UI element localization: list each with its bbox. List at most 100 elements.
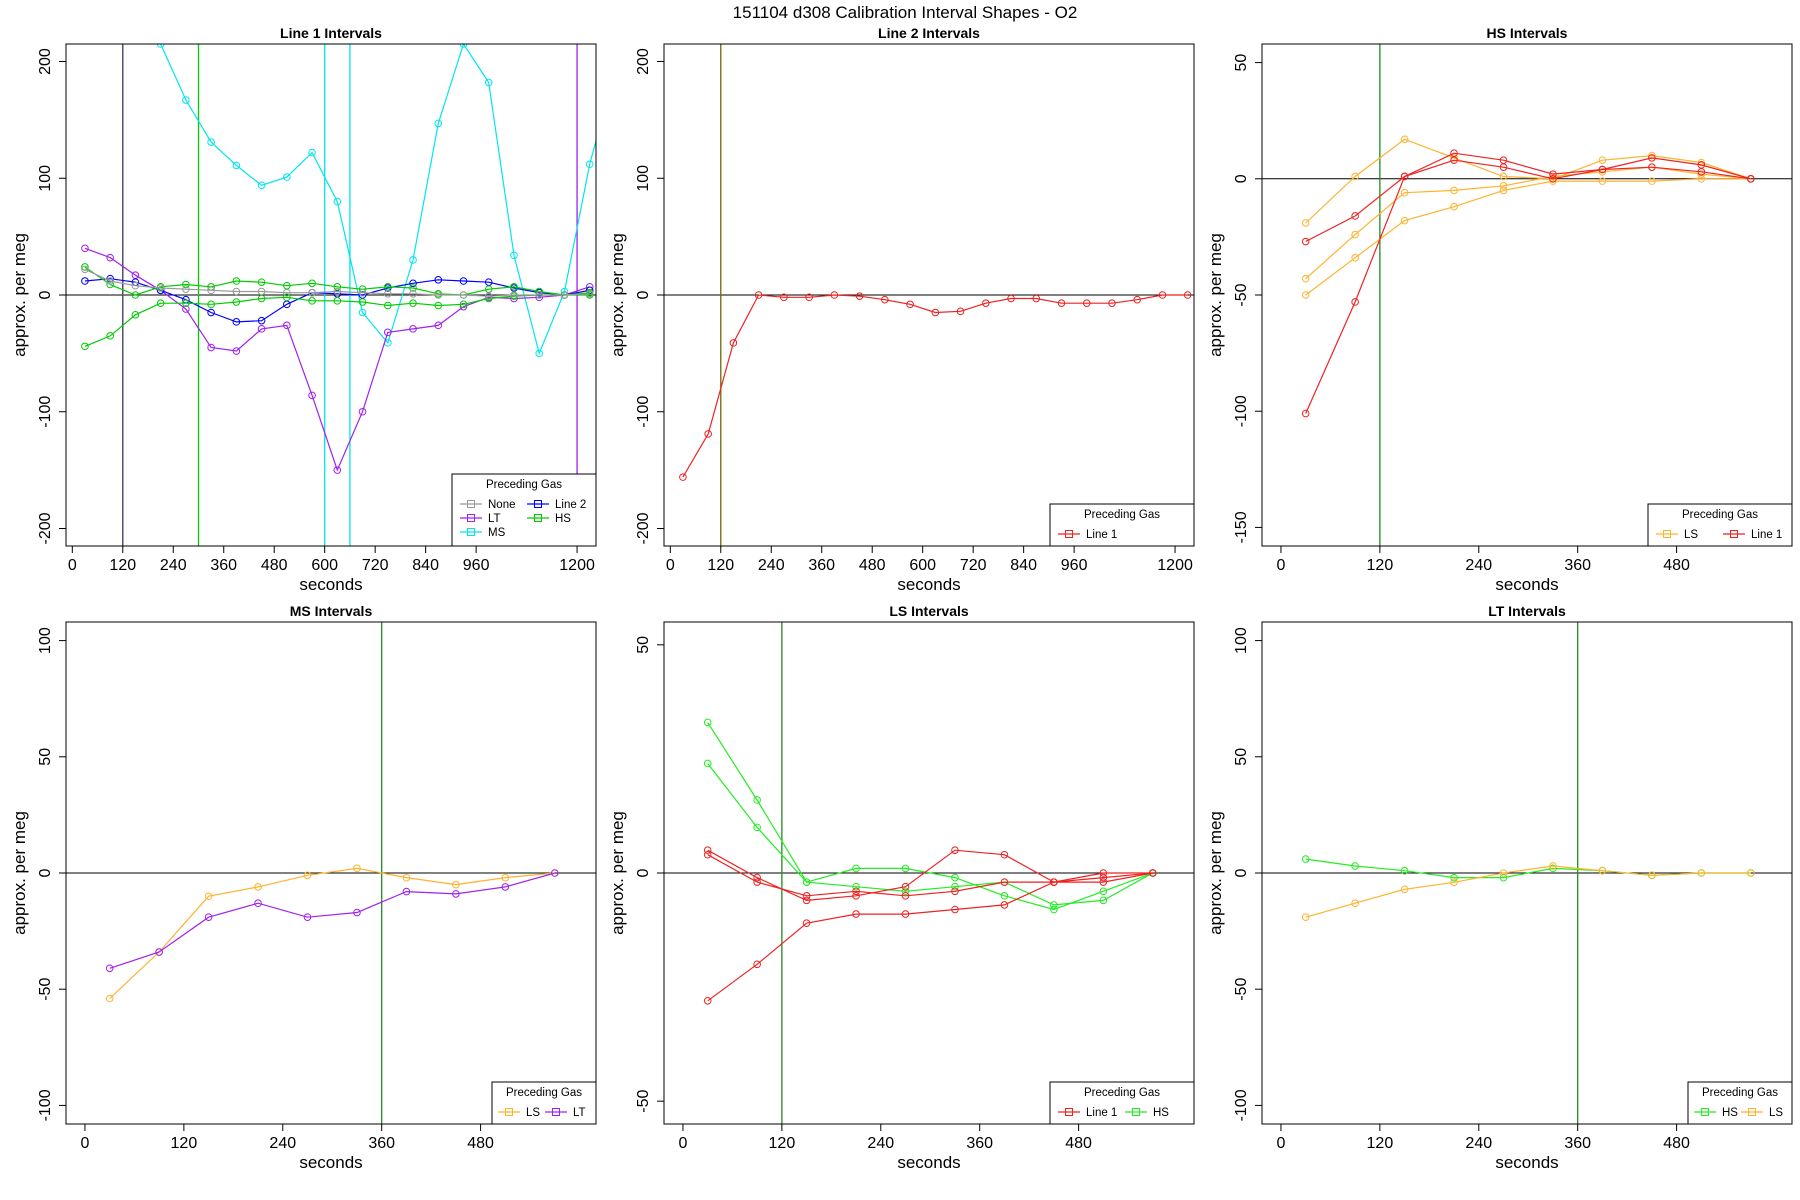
data-point — [409, 299, 417, 307]
data-point — [1648, 163, 1656, 171]
x-axis-label: seconds — [897, 1153, 960, 1172]
x-tick-label: 120 — [707, 557, 734, 574]
x-tick-label: 360 — [210, 557, 237, 574]
x-tick-label: 0 — [1277, 1135, 1286, 1152]
data-point — [1598, 165, 1607, 174]
data-point — [703, 996, 712, 1005]
series-line — [682, 294, 1188, 478]
legend-label: Line 2 — [555, 499, 586, 511]
data-point — [308, 297, 316, 305]
x-tick-label: 360 — [808, 557, 835, 574]
data-point — [358, 288, 367, 297]
legend-marker — [552, 1108, 560, 1116]
data-point — [81, 342, 89, 351]
x-axis-label: seconds — [299, 1153, 362, 1172]
y-tick-label: 0 — [37, 868, 54, 877]
legend-marker — [1748, 1108, 1756, 1116]
data-point — [1450, 873, 1458, 882]
chart-title: LS Intervals — [889, 603, 969, 619]
data-point — [1099, 873, 1108, 882]
data-point — [156, 299, 165, 307]
data-point — [704, 430, 712, 438]
y-tick-label: 0 — [1233, 174, 1250, 183]
legend-label: LS — [1684, 529, 1698, 541]
data-point — [204, 913, 213, 921]
legend-label: HS — [555, 513, 571, 525]
data-point — [383, 301, 392, 310]
data-point — [283, 321, 291, 330]
x-tick-label: 480 — [1663, 1135, 1690, 1152]
data-point — [1351, 230, 1359, 239]
legend: Preceding Gas HS LS — [1687, 1081, 1793, 1125]
data-point — [1351, 899, 1359, 908]
data-point — [131, 281, 140, 290]
data-point — [383, 290, 392, 298]
data-point — [1648, 871, 1656, 880]
data-point — [232, 161, 241, 170]
data-point — [283, 173, 291, 181]
panels: Line 1 Intervals 0 120 240 360 480 600 720 840 96… — [10, 25, 1793, 1172]
data-point — [409, 325, 417, 333]
data-point — [1133, 295, 1142, 304]
legend: Preceding Gas Line 1 HS — [1049, 1081, 1195, 1125]
data-point — [207, 138, 215, 146]
series-line — [707, 849, 1153, 902]
data-point — [358, 298, 367, 306]
legend-marker — [1663, 530, 1671, 538]
data-point — [510, 251, 518, 260]
x-tick-label: 0 — [666, 557, 675, 574]
x-tick-label: 720 — [362, 557, 389, 574]
data-point — [484, 292, 493, 300]
x-tick-label: 1200 — [559, 557, 595, 574]
data-point — [1598, 156, 1607, 165]
x-tick-label: 240 — [1465, 1135, 1492, 1152]
data-point — [232, 298, 241, 306]
data-point — [1549, 174, 1557, 183]
y-tick-label: -100 — [37, 1089, 54, 1121]
chart-title: MS Intervals — [290, 603, 373, 619]
legend-box — [1647, 503, 1793, 547]
data-point — [1099, 878, 1108, 886]
data-point — [852, 887, 860, 896]
y-tick-label: 0 — [1233, 868, 1250, 877]
chart-panel-6: LT Intervals 0 120 240 360 480 -100 -50 0 50 100 se… — [1206, 603, 1793, 1172]
data-point — [1499, 869, 1508, 877]
x-tick-label: 240 — [269, 1135, 296, 1152]
series-group — [1301, 135, 1755, 418]
data-point — [308, 148, 316, 157]
data-point — [182, 305, 190, 313]
x-tick-label: 360 — [1564, 557, 1591, 574]
data-point — [1450, 878, 1458, 887]
data-point — [358, 308, 367, 317]
x-tick-label: 840 — [1010, 557, 1037, 574]
data-point — [501, 873, 510, 882]
data-point — [1000, 878, 1009, 886]
main-title: 151104 d308 Calibration Interval Shapes … — [733, 3, 1078, 22]
data-point — [1351, 212, 1359, 220]
data-point — [434, 291, 443, 299]
data-point — [951, 882, 959, 891]
data-point — [1400, 188, 1409, 197]
x-axis-label: seconds — [299, 575, 362, 594]
data-point — [257, 325, 266, 333]
data-point — [106, 332, 114, 340]
series-group — [81, 44, 596, 474]
data-point — [753, 796, 761, 804]
data-point — [232, 277, 241, 285]
data-point — [459, 302, 468, 311]
data-point — [1301, 913, 1310, 921]
data-point — [780, 293, 788, 302]
data-point — [484, 294, 493, 303]
data-point — [931, 308, 940, 317]
data-point — [1183, 291, 1192, 299]
data-point — [1499, 172, 1508, 181]
x-tick-label: 600 — [311, 557, 338, 574]
series-line — [109, 867, 555, 999]
x-tick-label: 240 — [160, 557, 187, 574]
data-point — [257, 287, 266, 296]
legend-box — [451, 473, 597, 547]
legend: Preceding Gas Line 1 — [1049, 503, 1195, 547]
legend-label: LS — [526, 1107, 540, 1119]
data-point — [1648, 154, 1656, 162]
legend-label: HS — [1153, 1107, 1169, 1119]
